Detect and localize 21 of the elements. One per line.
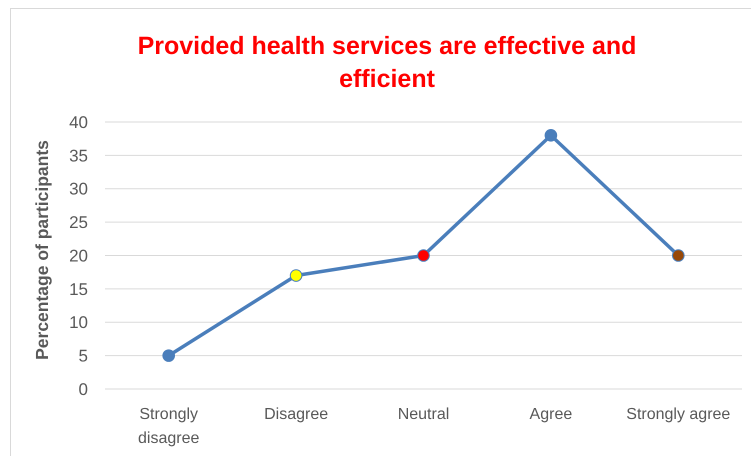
point [417, 249, 430, 262]
y-tick-label: 15 [69, 280, 88, 299]
point [290, 269, 302, 282]
y-tick-label: 40 [69, 112, 88, 132]
x-tick-label: Strongly agree [626, 406, 730, 423]
point [544, 129, 558, 142]
y-tick-label: 0 [78, 380, 88, 399]
y-tick-label: 30 [69, 180, 88, 199]
x-tick-label: Strongly disagree [138, 406, 200, 447]
y-tick-label: 5 [78, 346, 88, 366]
y-tick-label: 20 [69, 246, 88, 266]
point [162, 349, 175, 362]
y-tick-label: 10 [69, 313, 88, 332]
y-axis-title: Percentage of participants [32, 140, 52, 360]
chart-title: Provided health services are effective and efficient [138, 32, 636, 93]
y-tick-label: 35 [69, 146, 88, 166]
x-tick-label: Disagree [264, 406, 328, 423]
x-tick-label: Neutral [398, 406, 450, 423]
point [672, 249, 685, 262]
y-tick-label: 25 [69, 213, 88, 232]
x-tick-label: Agree [530, 406, 572, 423]
